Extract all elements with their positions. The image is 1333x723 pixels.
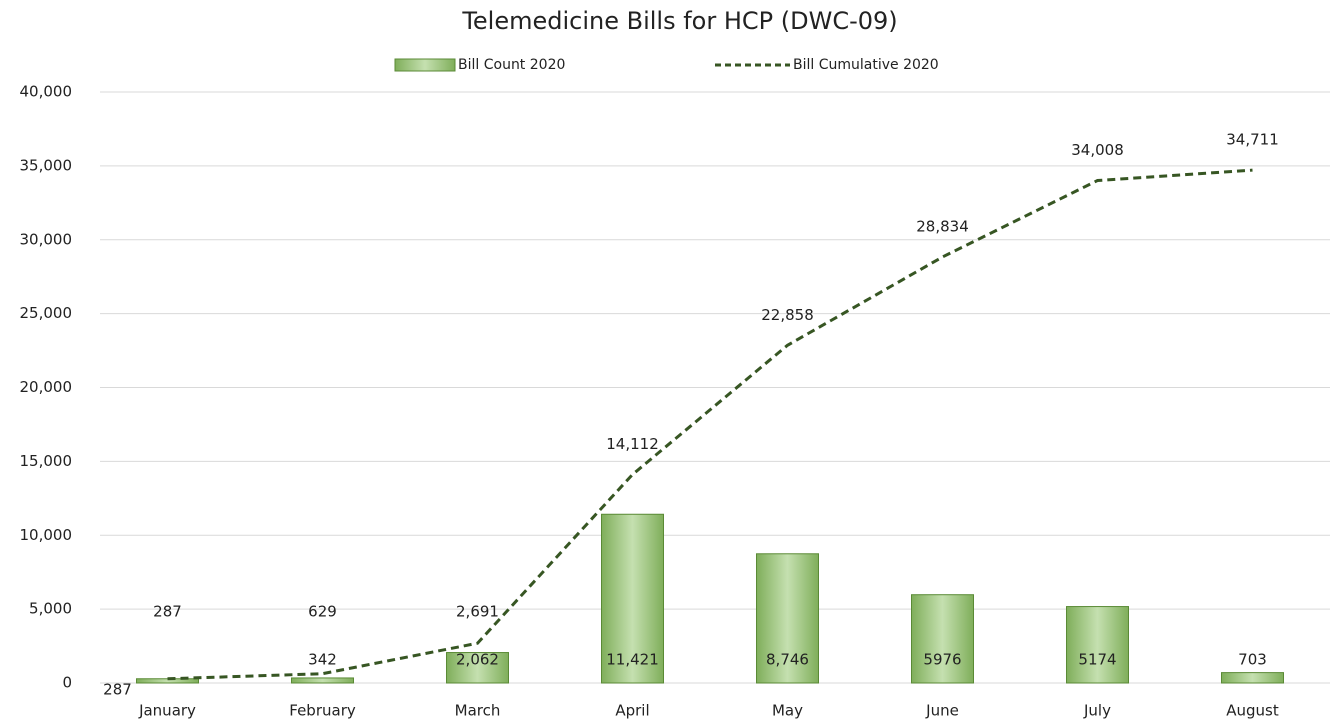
y-tick-label: 5,000 <box>29 600 72 618</box>
data-label: 287 <box>103 681 132 699</box>
line <box>167 168 1253 681</box>
x-tick-label: June <box>925 702 959 720</box>
data-label: 28,834 <box>916 217 969 235</box>
y-tick-label: 15,000 <box>20 452 73 470</box>
data-label: 34,711 <box>1226 131 1279 149</box>
bar <box>911 594 974 684</box>
bar <box>1066 606 1129 684</box>
y-tick-label: 20,000 <box>20 378 73 396</box>
y-tick-label: 35,000 <box>20 156 73 174</box>
chart-title: Telemedicine Bills for HCP (DWC-09) <box>461 7 897 35</box>
bar <box>291 677 354 684</box>
y-tick-label: 0 <box>62 674 72 692</box>
bar <box>601 513 664 684</box>
data-label: 2,062 <box>456 651 499 669</box>
legend-swatch <box>394 58 456 72</box>
data-label: 629 <box>308 603 337 621</box>
data-label: 2,691 <box>456 603 499 621</box>
data-label: 22,858 <box>761 306 814 324</box>
data-label: 14,112 <box>606 435 659 453</box>
legend-label: Bill Cumulative 2020 <box>793 57 939 73</box>
x-tick-label: February <box>289 702 356 720</box>
y-tick-label: 30,000 <box>20 230 73 248</box>
data-label: 5976 <box>923 651 961 669</box>
x-tick-label: March <box>455 702 501 720</box>
bar <box>1221 672 1284 684</box>
x-tick-label: January <box>138 702 196 720</box>
bar <box>446 652 509 684</box>
data-label: 11,421 <box>606 651 659 669</box>
data-label: 34,008 <box>1071 141 1124 159</box>
data-label: 287 <box>153 603 182 621</box>
data-label: 5174 <box>1078 651 1116 669</box>
y-tick-label: 40,000 <box>20 83 73 101</box>
data-label: 703 <box>1238 651 1267 669</box>
y-tick-label: 25,000 <box>20 304 73 322</box>
data-label: 342 <box>308 651 337 669</box>
y-tick-label: 10,000 <box>20 526 73 544</box>
legend-label: Bill Count 2020 <box>458 57 565 73</box>
x-tick-label: April <box>615 702 649 720</box>
bar <box>756 553 819 684</box>
x-tick-label: August <box>1226 702 1279 720</box>
bar <box>136 678 199 684</box>
x-tick-label: May <box>772 702 803 720</box>
x-tick-label: July <box>1083 702 1111 720</box>
data-label: 8,746 <box>766 651 809 669</box>
